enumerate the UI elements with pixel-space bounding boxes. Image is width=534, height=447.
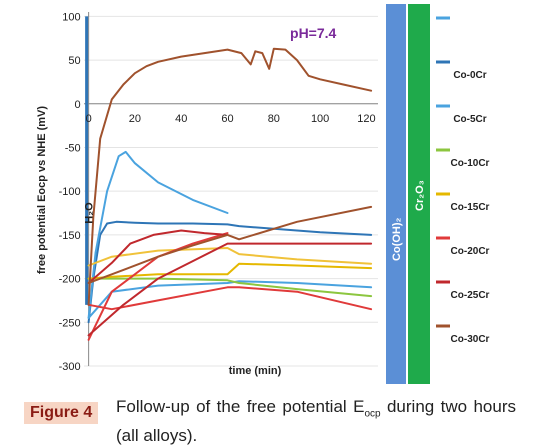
series-lines — [87, 47, 373, 341]
y-axis-title: free potential Eocp vs NHE (mV) — [36, 106, 48, 274]
ph-annotation: pH=7.4 — [290, 25, 337, 41]
h2o-annotation: H₂O — [84, 202, 96, 224]
series-line-co-25cr — [87, 229, 229, 284]
caption-text-after: during two hours (all alloys). — [116, 397, 517, 446]
series-line-co-10cr — [87, 277, 373, 298]
series-line-co-10cr — [87, 247, 373, 267]
x-tick-label: 120 — [357, 113, 375, 125]
legend-label: Co-5Cr — [453, 114, 486, 125]
y-tick-label: 100 — [62, 11, 80, 23]
series-line-co-5cr — [87, 150, 229, 319]
reference-bands: Co(OH)₂ Cr₂O₃ — [386, 4, 430, 384]
y-tick-label: 50 — [68, 55, 80, 67]
legend-label: Co-10Cr — [451, 158, 490, 169]
caption-text-before: Follow-up of the free potential E — [116, 397, 365, 416]
legend: Co-0Cr Co-5Cr Co-10Cr Co-15Cr Co-20Cr Co-25Cr… — [436, 16, 490, 345]
reference-band — [408, 4, 430, 384]
y-tick-label: -200 — [59, 274, 81, 286]
legend-label: Co-25Cr — [451, 290, 490, 301]
x-tick-label: 20 — [129, 113, 141, 125]
chart: Co(OH)₂ Cr₂O₃ 100 50 0 -50 -100 -150 -200 -250 -3… — [36, 4, 490, 384]
x-tick-label: 0 — [86, 113, 92, 125]
y-tick-label: -100 — [59, 186, 81, 198]
x-tick-label: 100 — [311, 113, 329, 125]
caption-text: Follow-up of the free potential Eocp dur… — [116, 396, 516, 447]
caption-subscript: ocp — [364, 408, 381, 420]
y-tick-label: -300 — [59, 361, 81, 373]
y-tick-label: -50 — [65, 142, 81, 154]
y-tick-label: -150 — [59, 230, 81, 242]
series-line-co-25cr — [87, 242, 373, 337]
reference-band-label: Co(OH)₂ — [391, 217, 403, 260]
series-line-co-30cr — [87, 205, 373, 284]
y-tick-label: -250 — [59, 317, 81, 329]
x-tick-label: 80 — [268, 113, 280, 125]
reference-band-label: Cr₂O₃ — [414, 180, 426, 211]
axes — [84, 12, 378, 366]
grid — [84, 15, 378, 367]
tick-labels: 100 50 0 -50 -100 -150 -200 -250 -300 0 20 40 60 80 10… — [59, 11, 376, 373]
legend-label: Co-0Cr — [453, 70, 486, 81]
annotations: pH=7.4 H₂O — [84, 25, 337, 224]
y-tick-label: 0 — [75, 99, 81, 111]
legend-label: Co-15Cr — [451, 202, 490, 213]
legend-label: Co-30Cr — [451, 334, 490, 345]
legend-label: Co-20Cr — [451, 246, 490, 257]
reference-band — [386, 4, 406, 384]
x-axis-title: time (min) — [229, 365, 282, 377]
x-tick-label: 60 — [221, 113, 233, 125]
series-line-co-30cr — [87, 47, 373, 306]
x-tick-label: 40 — [175, 113, 187, 125]
figure-label: Figure 4 — [24, 402, 99, 424]
series-line-co-15cr — [87, 262, 373, 280]
series-line-co-20cr — [87, 286, 373, 311]
